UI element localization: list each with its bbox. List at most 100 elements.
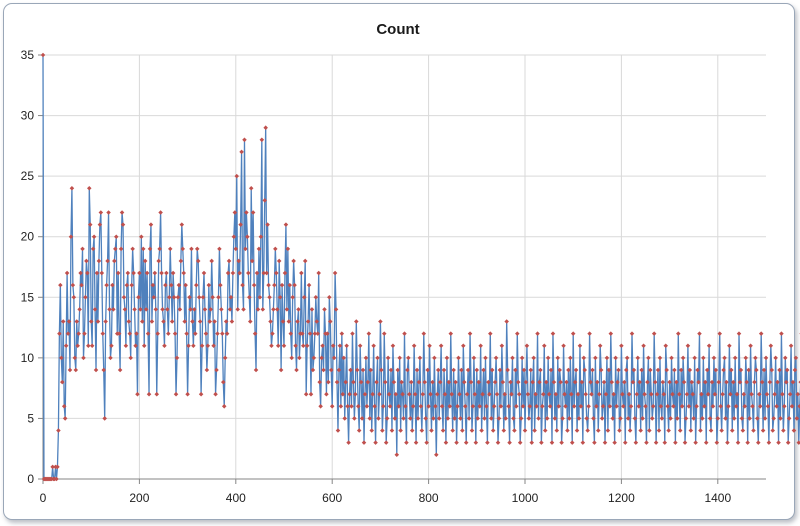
data-point [381, 404, 386, 409]
data-point [519, 355, 525, 361]
data-point [516, 391, 522, 397]
data-point [729, 428, 735, 433]
data-point [750, 404, 755, 409]
data-point [520, 404, 526, 409]
data-point [562, 391, 567, 397]
data-point [443, 440, 449, 445]
data-point [424, 440, 429, 445]
data-point [719, 428, 724, 433]
data-point [110, 282, 115, 288]
data-point [735, 440, 741, 445]
data-point [399, 379, 404, 385]
data-point [84, 258, 89, 264]
data-point [634, 391, 640, 397]
data-point [119, 210, 125, 215]
data-point [618, 416, 623, 421]
data-point [99, 270, 105, 276]
data-point [463, 440, 469, 445]
data-point [551, 379, 557, 385]
data-point [369, 428, 374, 433]
data-point [759, 379, 765, 385]
data-point [786, 416, 792, 421]
data-point [331, 355, 337, 361]
data-point [64, 270, 70, 276]
data-point [632, 416, 638, 421]
data-point [478, 343, 483, 349]
data-point [339, 331, 345, 336]
data-point [93, 367, 99, 373]
data-point [545, 355, 551, 361]
data-point [351, 379, 356, 385]
data-point [724, 379, 729, 385]
data-point [318, 404, 323, 409]
data-point [211, 343, 216, 349]
data-point [468, 379, 474, 385]
data-point [753, 355, 758, 361]
data-point [622, 379, 627, 385]
data-point [580, 440, 586, 445]
data-point [556, 404, 562, 409]
data-point [498, 404, 504, 409]
data-point [366, 331, 372, 336]
data-point [408, 416, 413, 421]
data-point [335, 428, 341, 433]
data-point [590, 367, 595, 373]
data-point [723, 416, 728, 421]
data-point [698, 428, 703, 433]
data-point [515, 331, 520, 336]
data-point [770, 428, 776, 433]
data-point [439, 404, 445, 409]
data-point [525, 391, 531, 397]
data-point [597, 343, 603, 349]
x-tick-label: 800 [419, 491, 439, 505]
data-point [570, 331, 576, 336]
data-point [577, 343, 583, 349]
data-point [720, 391, 725, 397]
data-point [210, 295, 215, 300]
x-tick-label: 600 [322, 491, 342, 505]
data-point [482, 416, 487, 421]
data-point [589, 391, 594, 397]
data-point [342, 416, 347, 421]
data-point [121, 295, 127, 300]
data-point [460, 428, 465, 433]
data-point [185, 391, 190, 397]
data-point [201, 270, 207, 276]
data-point [407, 391, 412, 397]
data-point [350, 331, 355, 336]
data-point [599, 416, 605, 421]
data-point [503, 416, 508, 421]
data-point [754, 367, 759, 373]
data-point [591, 416, 596, 421]
data-point [451, 367, 456, 373]
data-point [793, 355, 799, 361]
data-point [146, 391, 152, 397]
data-point [198, 391, 204, 397]
data-point [422, 379, 428, 385]
x-tick-label: 0 [40, 491, 47, 505]
data-point [72, 355, 78, 361]
data-point [558, 379, 563, 385]
data-point [230, 270, 236, 276]
data-point [375, 355, 380, 361]
data-point [402, 331, 407, 336]
data-point [721, 367, 726, 373]
data-point [752, 379, 757, 385]
data-point [465, 367, 471, 373]
data-point [370, 391, 375, 397]
data-point [702, 404, 707, 409]
data-point [159, 270, 164, 276]
data-point [293, 343, 298, 349]
y-tick-label: 25 [21, 169, 35, 183]
data-point [682, 440, 688, 445]
data-point [619, 343, 624, 349]
data-point [547, 404, 553, 409]
data-point [348, 367, 353, 373]
data-point [164, 270, 169, 276]
data-point [747, 416, 752, 421]
data-point [714, 440, 720, 445]
data-point [297, 355, 302, 361]
data-point [767, 379, 773, 385]
data-point [534, 404, 539, 409]
